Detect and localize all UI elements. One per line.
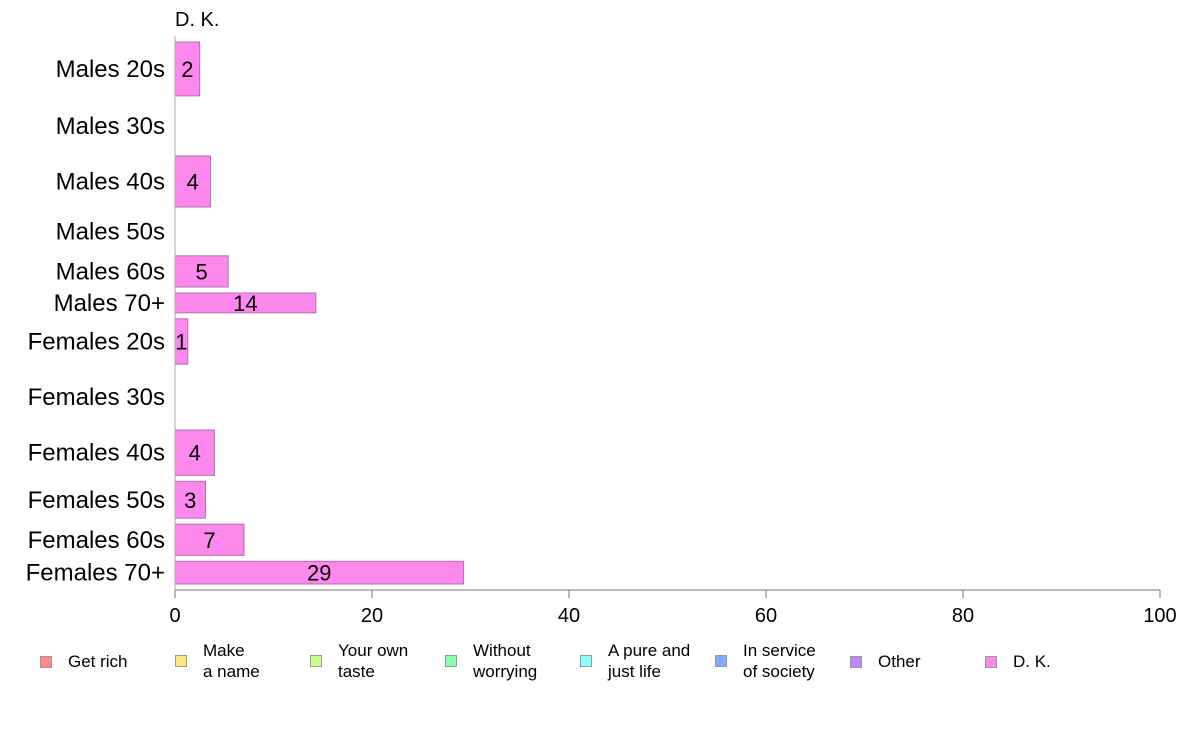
facet-title: D. K.: [175, 9, 219, 31]
legend-item: D. K.: [985, 651, 1051, 672]
data-label: 1: [175, 330, 187, 355]
legend-item: Other: [850, 651, 921, 672]
bar-chart: D. K. Males 20s 2 Males 30s Males 40s 4 Males …: [26, 9, 1177, 627]
data-label: 2: [181, 57, 193, 82]
data-label: 4: [189, 441, 201, 466]
category-label: Females 60s: [28, 527, 165, 554]
category-label: Females 50s: [28, 487, 165, 514]
bar: [174, 480, 207, 519]
legend-label: Without worrying: [473, 641, 538, 681]
data-label: 4: [187, 170, 199, 195]
legend-swatch: [310, 655, 322, 667]
legend-swatch: [850, 655, 862, 668]
category-label: Females 40s: [28, 440, 165, 467]
category-label: Males 50s: [56, 218, 165, 245]
category-label: Females 70+: [26, 560, 165, 587]
legend-item: Get rich: [40, 651, 128, 672]
data-label: 7: [203, 528, 215, 553]
category-label: Females 30s: [28, 384, 165, 411]
x-tick-label: 60: [755, 605, 777, 627]
legend-label: Make a name: [203, 641, 260, 681]
bar: [174, 429, 215, 476]
category-label: Males 40s: [56, 169, 165, 196]
bar: [174, 523, 245, 556]
legend-label: Your own taste: [338, 641, 409, 681]
legend-item: In service of society: [715, 640, 816, 682]
legend-swatch: [40, 655, 52, 668]
legend-swatch: [175, 655, 187, 667]
x-tick-label: 20: [361, 605, 383, 627]
legend-label: A pure and just life: [608, 641, 691, 681]
data-label: 14: [233, 291, 257, 316]
legend-swatch: [715, 655, 727, 667]
data-label: 29: [307, 561, 331, 586]
bar: [174, 255, 229, 288]
legend-label: Other: [878, 652, 921, 671]
x-tick-label: 0: [169, 605, 180, 627]
legend-item: Your own taste: [310, 640, 408, 682]
legend-swatch: [580, 655, 592, 667]
legend-label: Get rich: [68, 652, 128, 671]
legend-swatch: [985, 655, 997, 668]
data-label: 3: [184, 488, 196, 513]
category-label: Males 70+: [54, 290, 165, 317]
x-tick-label: 40: [558, 605, 580, 627]
legend-swatch: [445, 655, 457, 667]
legend: Get rich Make a name Your own taste Without…: [0, 640, 1188, 690]
category-label: Females 20s: [28, 329, 165, 356]
category-label: Males 30s: [56, 113, 165, 140]
bar: [174, 155, 211, 208]
x-tick-label: 100: [1143, 605, 1176, 627]
data-label: 5: [195, 259, 207, 284]
legend-item: Make a name: [175, 640, 260, 682]
legend-label: In service of society: [743, 641, 816, 681]
category-label: Males 60s: [56, 258, 165, 285]
legend-item: Without worrying: [445, 640, 537, 682]
legend-item: A pure and just life: [580, 640, 690, 682]
legend-label: D. K.: [1013, 652, 1051, 671]
category-label: Males 20s: [56, 56, 165, 83]
x-tick-label: 80: [952, 605, 974, 627]
